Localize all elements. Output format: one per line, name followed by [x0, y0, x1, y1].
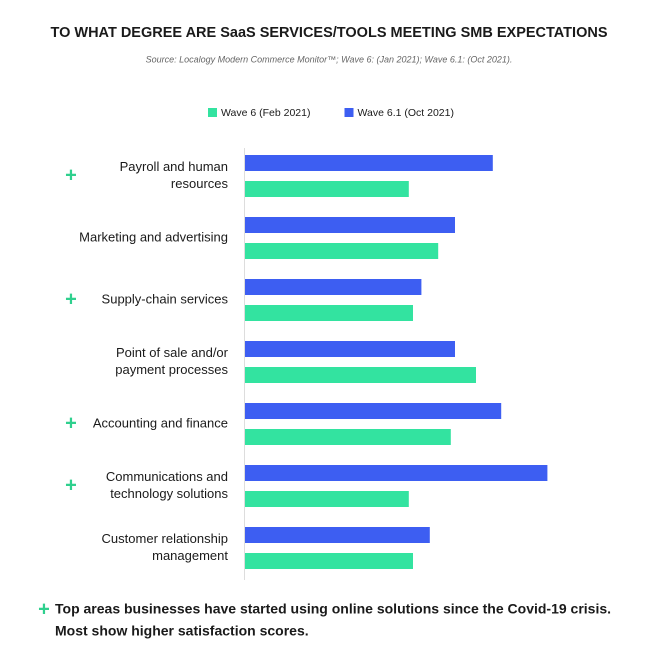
category-label: Accounting and finance	[93, 415, 228, 430]
category-label: Supply-chain services	[102, 291, 229, 306]
category-label: Customer relationship	[102, 531, 228, 546]
legend-swatch	[344, 108, 354, 117]
category-label: Communications and	[106, 469, 228, 484]
note-text: Top areas businesses have started using …	[55, 601, 611, 617]
bar	[245, 305, 413, 321]
bar	[245, 429, 451, 445]
category-label: payment processes	[115, 362, 228, 377]
category-marker: +	[65, 412, 77, 434]
bar	[245, 155, 493, 171]
category-label: technology solutions	[110, 486, 228, 501]
category-marker: +	[65, 474, 77, 496]
category-label: Point of sale and/or	[116, 345, 229, 360]
category-label: Payroll and human	[120, 159, 228, 174]
bar	[245, 243, 439, 259]
chart-subtitle: Source: Localogy Modern Commerce Monitor…	[146, 54, 513, 64]
bar	[245, 527, 430, 543]
note-marker: +	[38, 598, 50, 620]
bar	[245, 181, 409, 197]
category-label: Marketing and advertising	[79, 229, 228, 244]
bar	[245, 491, 409, 507]
bar	[245, 367, 476, 383]
bar	[245, 279, 422, 295]
category-label: management	[152, 548, 228, 563]
bar	[245, 403, 502, 419]
bar	[245, 217, 455, 233]
category-marker: +	[65, 288, 77, 310]
category-marker: +	[65, 164, 77, 186]
bar	[245, 553, 413, 569]
legend-label: Wave 6.1 (Oct 2021)	[358, 107, 454, 119]
legend-swatch	[208, 108, 217, 117]
note-text: Most show higher satisfaction scores.	[55, 623, 309, 639]
bar	[245, 341, 455, 357]
chart-title: TO WHAT DEGREE ARE SaaS SERVICES/TOOLS M…	[51, 25, 608, 41]
legend-label: Wave 6 (Feb 2021)	[221, 107, 311, 119]
bar	[245, 465, 548, 481]
category-label: resources	[171, 176, 229, 191]
